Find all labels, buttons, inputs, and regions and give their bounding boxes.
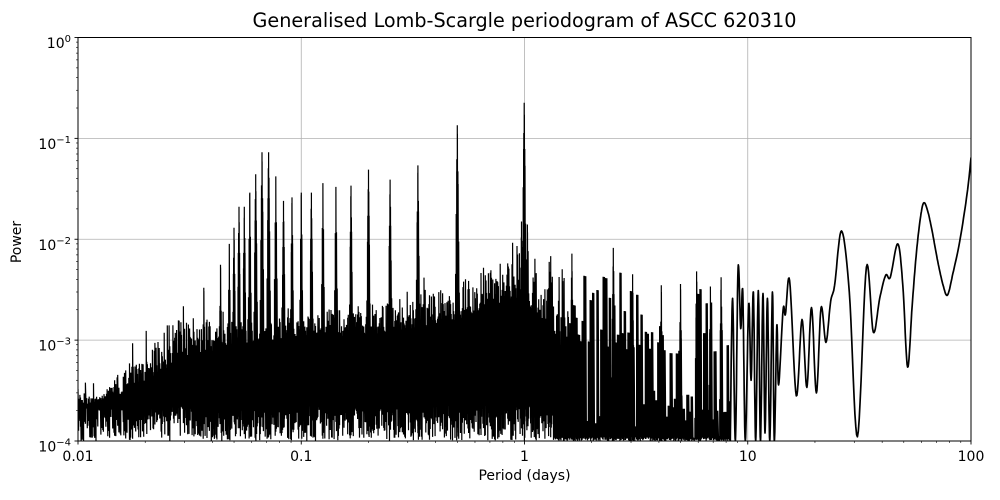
y-tick-label: 100 <box>47 34 71 52</box>
y-tick-exponent: −4 <box>56 438 71 449</box>
x-tick-labels: 0.01 0.1 1 10 100 <box>62 449 984 465</box>
y-tick-exponent: −1 <box>56 135 71 146</box>
y-tick-mantissa: 10 <box>38 137 56 153</box>
y-tick-mantissa: 10 <box>38 238 56 254</box>
y-tick-mantissa: 10 <box>38 339 56 355</box>
y-tick-exponent: −2 <box>56 236 71 247</box>
y-tick-label: 10−3 <box>38 337 71 355</box>
y-tick-label: 10−4 <box>38 438 71 456</box>
x-tick-label: 1 <box>520 449 529 465</box>
y-tick-label: 10−1 <box>38 135 71 153</box>
periodogram-line-tail <box>729 157 971 441</box>
x-axis-label: Period (days) <box>478 468 570 484</box>
y-tick-exponent: −3 <box>56 337 71 348</box>
x-tick-label: 0.01 <box>62 449 93 465</box>
chart-title: Generalised Lomb-Scargle periodogram of … <box>253 9 797 32</box>
x-tick-label: 0.1 <box>290 449 312 465</box>
periodogram-line-noise <box>78 102 731 441</box>
x-tick-label: 10 <box>739 449 757 465</box>
y-tick-exponent: 0 <box>65 34 71 45</box>
series-layer <box>78 102 971 441</box>
y-axis-label: Power <box>9 221 25 264</box>
y-tick-mantissa: 10 <box>47 36 65 52</box>
y-tick-label: 10−2 <box>38 236 71 254</box>
y-tick-mantissa: 10 <box>38 440 56 456</box>
tick-layer <box>74 37 972 445</box>
x-tick-label: 100 <box>958 449 985 465</box>
